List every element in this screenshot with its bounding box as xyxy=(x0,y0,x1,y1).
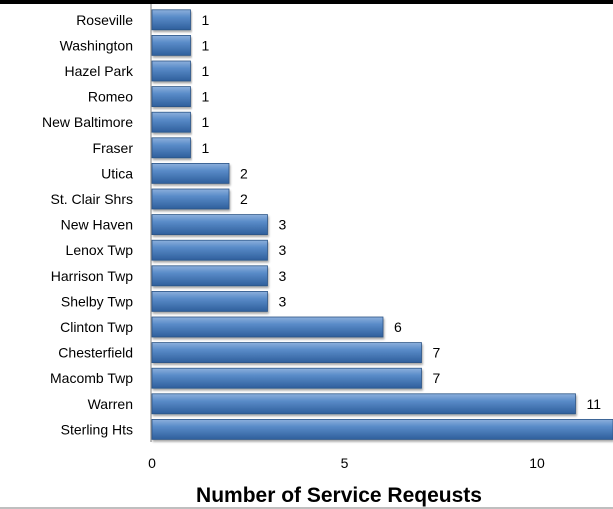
bar-st-clair-shrs xyxy=(151,188,230,210)
data-label: 1 xyxy=(202,12,210,28)
category-label: Hazel Park xyxy=(65,63,134,79)
data-label: 1 xyxy=(202,114,210,130)
bar-new-baltimore xyxy=(151,111,191,133)
x-axis-title: Number of Service Reqeusts xyxy=(196,484,482,507)
bar-new-haven xyxy=(151,214,268,236)
bottom-border xyxy=(0,507,613,509)
data-label: 3 xyxy=(279,268,287,284)
data-label: 2 xyxy=(240,165,248,181)
bar-roseville xyxy=(151,9,191,31)
data-label: 7 xyxy=(433,370,441,386)
data-label: 6 xyxy=(394,319,402,335)
bar-hazel-park xyxy=(151,60,191,82)
data-label: 3 xyxy=(279,242,287,258)
category-label: Roseville xyxy=(76,12,133,28)
bar-sterling-hts xyxy=(151,418,613,440)
x-tick-label: 0 xyxy=(148,455,156,471)
category-label: Chesterfield xyxy=(58,345,133,361)
data-label: 3 xyxy=(279,217,287,233)
data-label: 11 xyxy=(587,396,602,412)
bar-chesterfield xyxy=(151,342,422,364)
category-label: Macomb Twp xyxy=(50,370,133,386)
category-label: Sterling Hts xyxy=(61,421,133,437)
category-label: New Haven xyxy=(61,217,133,233)
category-label: Harrison Twp xyxy=(51,268,133,284)
category-label: Shelby Twp xyxy=(61,293,133,309)
bar-warren xyxy=(151,393,576,415)
data-label: 1 xyxy=(202,63,210,79)
category-label: Fraser xyxy=(93,140,134,156)
data-label: 7 xyxy=(433,345,441,361)
category-label: St. Clair Shrs xyxy=(51,191,133,207)
x-tick-label: 10 xyxy=(529,455,545,471)
category-label: Lenox Twp xyxy=(66,242,134,258)
data-label: 1 xyxy=(202,37,210,53)
data-label: 2 xyxy=(240,191,248,207)
top-border xyxy=(0,0,613,4)
category-label: New Baltimore xyxy=(42,114,133,130)
x-tick-label: 5 xyxy=(341,455,349,471)
bar-clinton-twp xyxy=(151,316,384,338)
category-labels-layer: Roseville Washington Hazel Park Romeo New Ba… xyxy=(42,12,134,438)
category-label: Utica xyxy=(101,165,133,181)
data-label: 1 xyxy=(202,89,210,105)
category-label: Romeo xyxy=(88,89,133,105)
bar-macomb-twp xyxy=(151,367,422,389)
bar-harrison-twp xyxy=(151,265,268,287)
category-label: Warren xyxy=(88,396,133,412)
bar-utica xyxy=(151,162,230,184)
bar-lenox-twp xyxy=(151,239,268,261)
data-label: 1 xyxy=(202,140,210,156)
bar-fraser xyxy=(151,137,191,159)
category-label: Washington xyxy=(60,37,133,53)
data-label: 3 xyxy=(279,293,287,309)
bar-romeo xyxy=(151,86,191,107)
x-ticks-layer: 0 5 10 xyxy=(148,455,545,471)
category-label: Clinton Twp xyxy=(60,319,133,335)
bar-washington xyxy=(151,35,191,56)
bars-layer xyxy=(151,9,613,440)
bar-shelby-twp xyxy=(151,290,268,312)
